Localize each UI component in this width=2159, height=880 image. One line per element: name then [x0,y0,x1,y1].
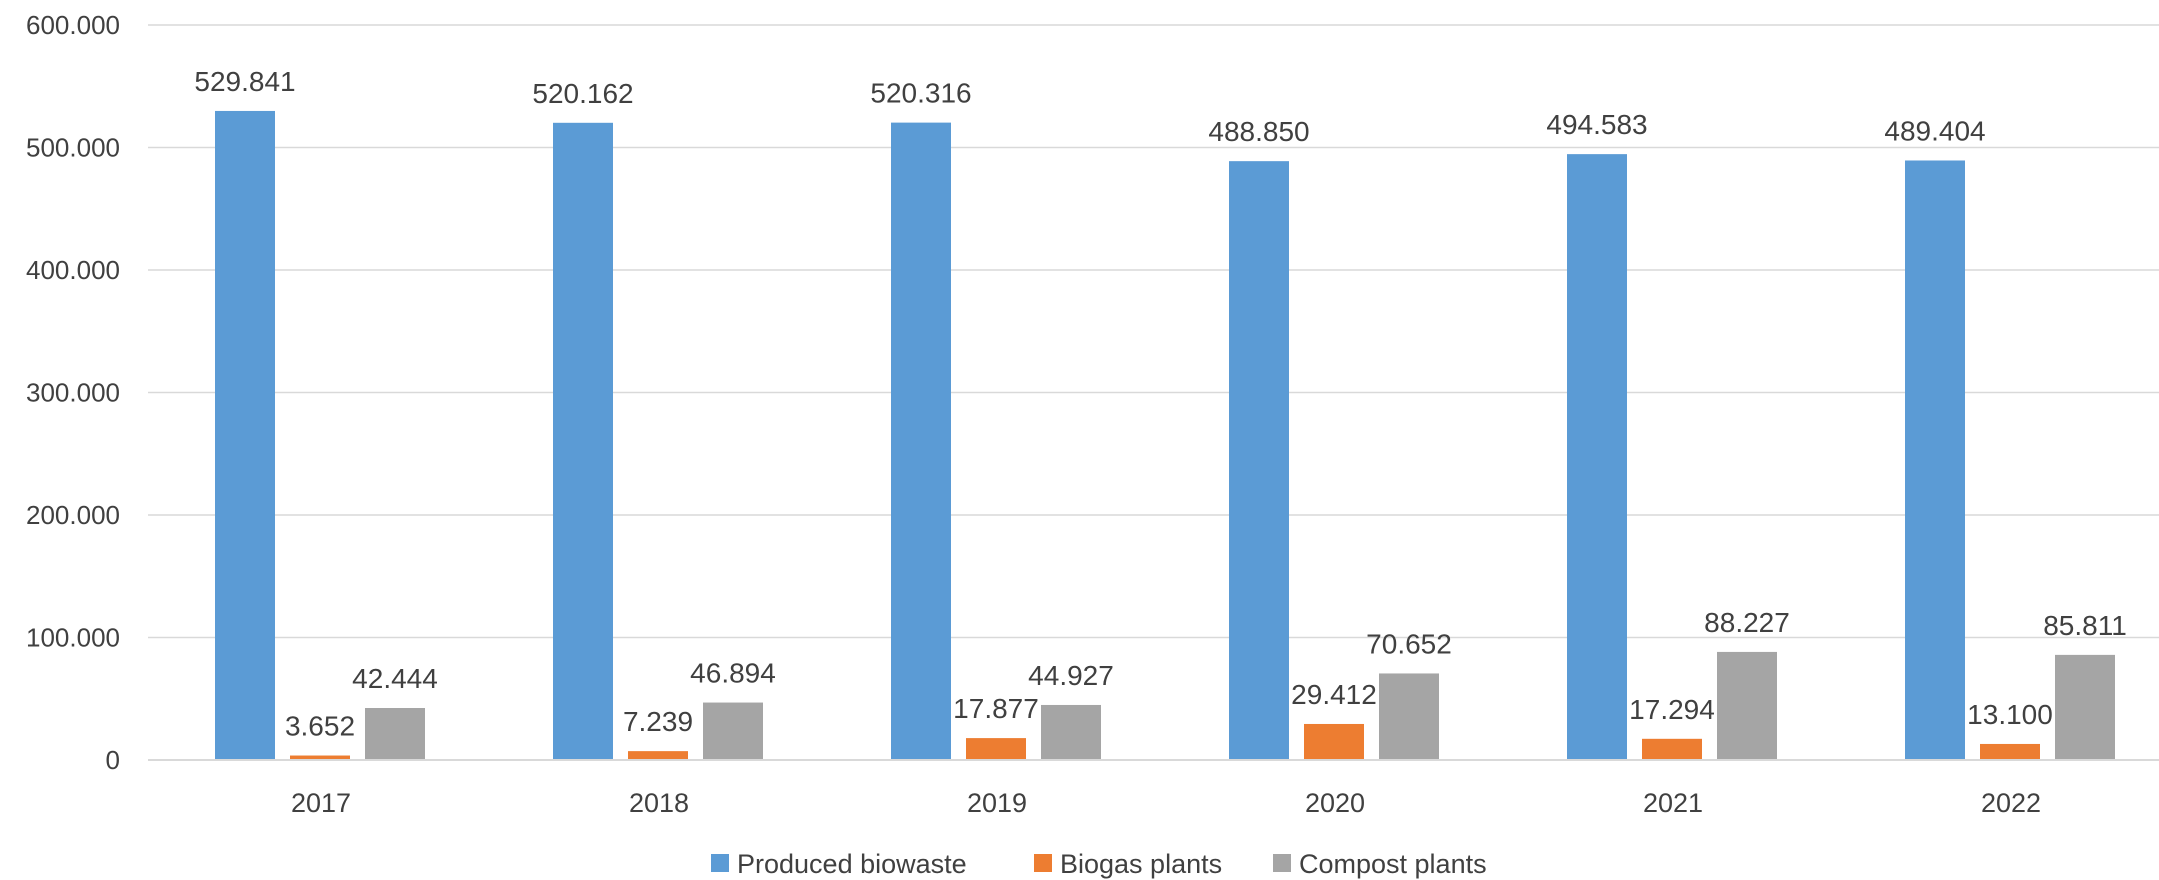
bar-produced-biowaste [891,122,951,760]
data-label: 70.652 [1366,628,1452,659]
data-labels: 529.841 3.652 42.444 520.162 7.239 46.894 520.… [194,66,2126,742]
bar-compost-plants [2055,654,2115,760]
x-tick-label: 2018 [629,788,689,818]
data-label: 3.652 [285,711,355,742]
x-axis: 2017 2018 2019 2020 2021 2022 [148,759,2159,818]
bar-produced-biowaste [215,110,275,761]
data-label: 13.100 [1967,699,2053,730]
bar-biogas-plants [966,738,1026,760]
y-tick-label: 0 [106,745,120,775]
bar-compost-plants [703,702,763,760]
y-tick-label: 600.000 [26,10,120,40]
legend-label: Biogas plants [1060,849,1222,879]
legend-label: Produced biowaste [737,849,967,879]
bar-biogas-plants [628,751,688,760]
data-label: 489.404 [1884,115,1985,146]
x-tick-label: 2019 [967,788,1027,818]
legend-label: Compost plants [1299,849,1487,879]
bar-produced-biowaste [1567,154,1627,761]
legend-swatch [1273,854,1291,872]
bar-compost-plants [1041,704,1101,760]
data-label: 42.444 [352,663,438,694]
data-label: 17.877 [953,693,1039,724]
bar-compost-plants [1379,673,1439,760]
bar-produced-biowaste [1905,160,1965,760]
data-label: 520.162 [532,78,633,109]
y-tick-label: 300.000 [26,378,120,408]
data-label: 17.294 [1629,694,1715,725]
legend-swatch [1034,854,1052,872]
x-tick-label: 2022 [1981,788,2041,818]
legend: Produced biowaste Biogas plants Compost pl… [711,849,1487,879]
bar-biogas-plants [1304,723,1364,760]
y-tick-label: 500.000 [26,133,120,163]
bar-biogas-plants [1642,738,1702,760]
y-axis-tick-labels: 0 100.000 200.000 300.000 400.000 500.000 600.… [26,10,120,775]
x-tick-label: 2021 [1643,788,1703,818]
y-tick-label: 400.000 [26,255,120,285]
data-label: 44.927 [1028,660,1114,691]
data-label: 488.850 [1208,116,1309,147]
data-label: 494.583 [1546,109,1647,140]
data-label: 7.239 [623,706,693,737]
x-tick-label: 2017 [291,788,351,818]
bar-compost-plants [365,708,425,760]
bar-compost-plants [1717,651,1777,760]
data-label: 29.412 [1291,679,1377,710]
y-tick-label: 100.000 [26,623,120,653]
data-label: 85.811 [2043,610,2127,641]
x-tick-label: 2020 [1305,788,1365,818]
data-label: 529.841 [194,66,295,97]
bars [215,110,2115,761]
data-label: 46.894 [690,658,776,689]
bar-biogas-plants [1980,743,2040,760]
bar-biogas-plants [290,755,350,760]
bar-produced-biowaste [553,122,613,760]
data-label: 88.227 [1704,607,1790,638]
data-label: 520.316 [870,78,971,109]
gridlines [148,24,2159,639]
bar-produced-biowaste [1229,161,1289,760]
y-tick-label: 200.000 [26,500,120,530]
legend-swatch [711,854,729,872]
